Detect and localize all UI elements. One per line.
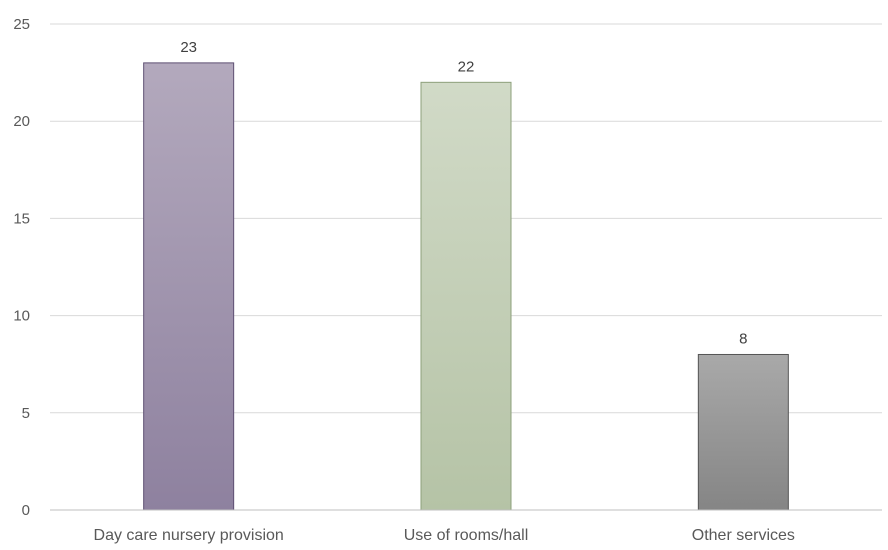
bar (697, 353, 789, 511)
y-tick-label: 10 (13, 308, 30, 325)
bar (143, 62, 235, 511)
y-tick-label: 15 (13, 210, 30, 227)
y-tick-label: 0 (22, 502, 30, 519)
category-label: Use of rooms/hall (404, 527, 529, 544)
y-tick-label: 5 (22, 405, 30, 422)
bar (420, 81, 512, 511)
data-label: 23 (180, 39, 197, 56)
y-tick-label: 20 (13, 113, 30, 130)
bars (143, 62, 789, 511)
y-axis-tick-labels: 0 5 10 15 20 25 (13, 16, 30, 519)
category-label: Day care nursery provision (94, 527, 284, 544)
x-axis-category-labels: Day care nursery provision Use of rooms/h… (94, 527, 795, 544)
data-label: 8 (739, 330, 747, 347)
category-label: Other services (692, 527, 795, 544)
data-labels: 23 22 8 (180, 39, 747, 348)
data-label: 22 (458, 58, 475, 75)
y-tick-label: 25 (13, 16, 30, 33)
